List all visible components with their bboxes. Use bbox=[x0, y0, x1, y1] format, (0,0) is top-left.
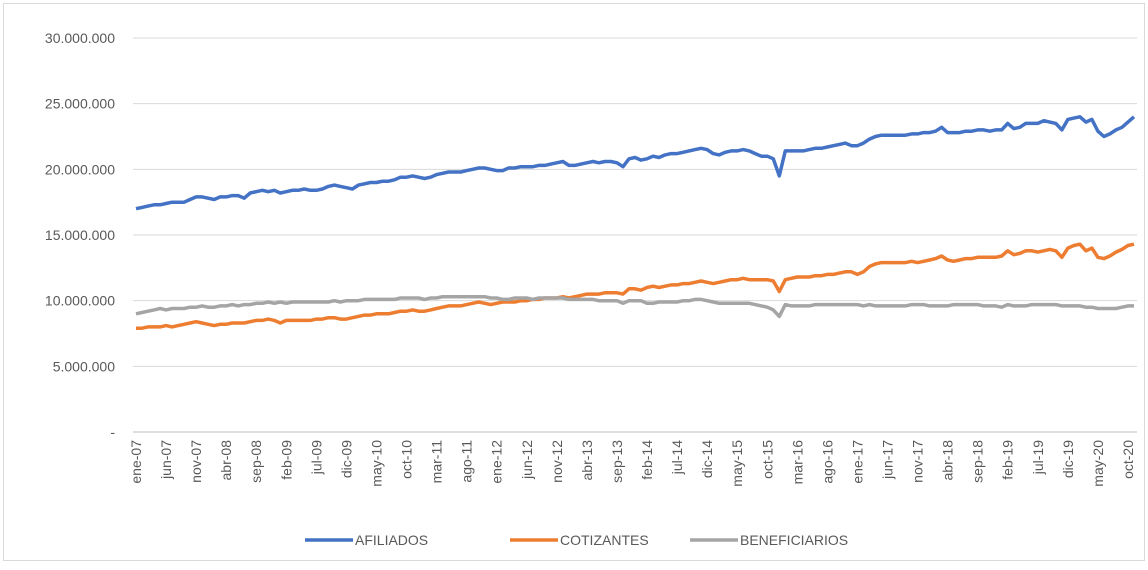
series-line bbox=[136, 242, 1135, 330]
x-tick-label: nov-07 bbox=[188, 440, 204, 483]
y-tick-label: 10.000.000 bbox=[45, 293, 115, 309]
x-tick-label: jun-12 bbox=[519, 440, 535, 480]
x-tick-label: oct-15 bbox=[759, 440, 775, 479]
x-tick-label: jun-17 bbox=[880, 440, 896, 480]
x-tick-label: feb-09 bbox=[278, 440, 294, 480]
x-tick-label: dic-14 bbox=[699, 440, 715, 478]
x-tick-label: oct-10 bbox=[399, 440, 415, 479]
x-tick-label: sep-18 bbox=[970, 440, 986, 483]
x-tick-label: abr-13 bbox=[579, 440, 595, 481]
x-tick-label: nov-17 bbox=[910, 440, 926, 483]
series-line bbox=[135, 115, 1136, 211]
x-tick-label: abr-18 bbox=[940, 440, 956, 481]
x-tick-label: may-20 bbox=[1090, 440, 1106, 487]
x-tick-label: nov-12 bbox=[549, 440, 565, 483]
x-tick-label: ene-07 bbox=[128, 440, 144, 484]
legend-label: COTIZANTES bbox=[560, 532, 649, 548]
legend-label: AFILIADOS bbox=[355, 532, 428, 548]
x-tick-label: dic-19 bbox=[1060, 440, 1076, 478]
x-tick-label: ene-12 bbox=[489, 440, 505, 484]
x-tick-label: mar-16 bbox=[789, 440, 805, 485]
y-tick-label: 25.000.000 bbox=[45, 96, 115, 112]
chart-frame bbox=[3, 3, 1145, 561]
x-tick-label: mar-11 bbox=[429, 440, 445, 484]
x-tick-label: jul-09 bbox=[308, 440, 324, 475]
y-tick-label: 5.000.000 bbox=[53, 358, 115, 374]
x-tick-label: dic-09 bbox=[338, 440, 354, 478]
x-tick-label: jun-07 bbox=[158, 440, 174, 480]
x-tick-label: ago-16 bbox=[819, 440, 835, 484]
legend-label: BENEFICIARIOS bbox=[740, 532, 848, 548]
series-line bbox=[135, 294, 1134, 319]
x-tick-label: jul-14 bbox=[669, 440, 685, 475]
x-tick-label: jul-19 bbox=[1030, 440, 1046, 475]
x-tick-label: feb-19 bbox=[1000, 440, 1016, 480]
x-tick-label: abr-08 bbox=[218, 440, 234, 481]
x-tick-label: may-15 bbox=[729, 440, 745, 487]
y-tick-label: 30.000.000 bbox=[45, 30, 115, 46]
y-tick-label: 20.000.000 bbox=[45, 161, 115, 177]
x-tick-label: sep-08 bbox=[248, 440, 264, 483]
x-tick-label: ene-17 bbox=[849, 440, 865, 484]
x-tick-label: may-10 bbox=[368, 440, 384, 487]
x-tick-label: oct-20 bbox=[1120, 440, 1136, 479]
x-tick-label: feb-14 bbox=[639, 440, 655, 480]
x-tick-label: sep-13 bbox=[609, 440, 625, 483]
x-tick-label: ago-11 bbox=[459, 440, 475, 483]
y-tick-label: 15.000.000 bbox=[45, 227, 115, 243]
y-tick-label: - bbox=[110, 424, 115, 440]
